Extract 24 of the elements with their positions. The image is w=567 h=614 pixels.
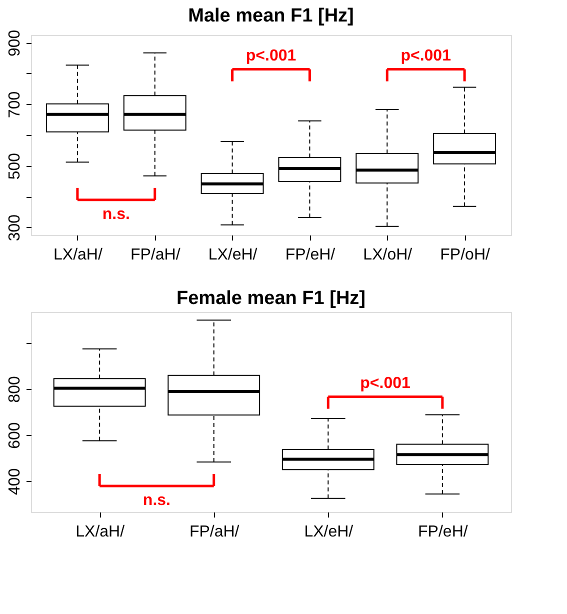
- y-tick-label: 700: [6, 91, 24, 118]
- x-tick-label: FP/aH/: [130, 246, 181, 264]
- y-tick-label: 600: [6, 422, 24, 449]
- annotation: p<.001: [360, 374, 411, 392]
- chart-title: Female mean F1 [Hz]: [176, 288, 366, 309]
- y-tick-label: 400: [6, 468, 24, 495]
- x-tick-label: LX/eH/: [304, 524, 354, 540]
- x-tick-label: FP/aH/: [189, 524, 240, 540]
- x-tick-label: FP/oH/: [440, 246, 490, 264]
- x-tick-label: LX/aH/: [76, 524, 126, 540]
- y-tick-label: 500: [6, 152, 24, 180]
- x-tick-label: LX/aH/: [53, 246, 103, 264]
- annotation: p<.001: [400, 47, 452, 64]
- y-tick-label: 900: [6, 30, 24, 57]
- y-tick-label: 800: [6, 376, 24, 403]
- annotation: n.s.: [142, 492, 170, 509]
- annotation: n.s.: [102, 206, 130, 223]
- x-tick-label: LX/eH/: [208, 246, 258, 264]
- x-tick-label: FP/eH/: [285, 246, 336, 264]
- chart-title: Male mean F1 [Hz]: [188, 5, 354, 26]
- annotation: p<.001: [246, 47, 296, 64]
- x-tick-label: FP/eH/: [418, 524, 468, 540]
- x-tick-label: LX/oH/: [363, 246, 413, 264]
- y-tick-label: 300: [6, 214, 24, 242]
